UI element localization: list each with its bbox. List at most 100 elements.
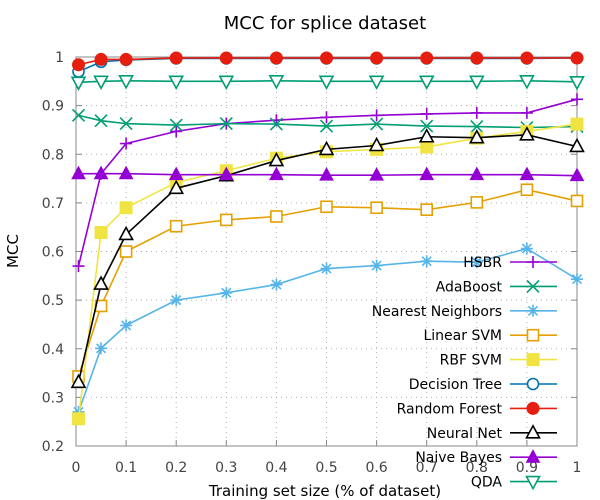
- legend-label: AdaBoost: [436, 279, 503, 295]
- data-point: [119, 117, 133, 131]
- data-point: [571, 93, 583, 106]
- data-point: [419, 166, 435, 181]
- x-tick-label: 0.2: [165, 460, 187, 476]
- data-point: [569, 75, 585, 91]
- data-point: [93, 275, 109, 290]
- series-nearest-neighbors: [72, 242, 583, 418]
- data-point: [420, 51, 434, 65]
- y-axis-title: MCC: [4, 234, 22, 268]
- data-point: [219, 51, 233, 65]
- data-point: [270, 278, 283, 291]
- legend-item-neural-net: Neural Net: [427, 424, 557, 442]
- y-tick-label: 0.8: [42, 147, 64, 163]
- data-point: [94, 114, 108, 128]
- data-point: [94, 52, 108, 66]
- data-point: [420, 203, 434, 216]
- legend: HSBR AdaBoost Nearest Neighbors Linear SVM R…: [372, 255, 557, 491]
- series-line: [77, 98, 578, 267]
- legend-marker: [527, 256, 539, 268]
- data-point: [72, 260, 85, 273]
- data-point: [118, 75, 134, 90]
- data-point: [218, 166, 234, 181]
- data-point: [571, 273, 583, 286]
- data-point: [320, 111, 333, 124]
- legend-item-linear-svm: Linear SVM: [423, 328, 557, 344]
- data-point: [118, 165, 134, 180]
- legend-item-adaboost: AdaBoost: [436, 279, 557, 295]
- legend-marker: [526, 328, 540, 342]
- data-point: [470, 106, 483, 119]
- data-point: [95, 342, 108, 355]
- x-tick-label: 1: [573, 460, 582, 476]
- y-tick-label: 0.6: [42, 245, 64, 261]
- data-point: [370, 117, 384, 131]
- data-point: [370, 109, 383, 122]
- data-point: [119, 201, 133, 215]
- legend-marker: [526, 279, 540, 293]
- data-point: [168, 75, 185, 90]
- series-qda: [70, 75, 585, 91]
- x-tick-label: 0.1: [115, 460, 137, 476]
- data-point: [93, 165, 109, 180]
- x-tick-label: 0.5: [315, 460, 337, 476]
- data-point: [72, 405, 85, 418]
- legend-item-qda: QDA: [471, 475, 557, 491]
- series-line: [77, 133, 578, 383]
- series-line: [77, 247, 578, 413]
- data-point: [168, 179, 185, 195]
- axes: 0.2 0.3 0.4 0.5 0.6 0.7 0.8 0.9 1 0 0.1 0.2 0.3 0.4 0.…: [42, 50, 582, 476]
- data-point: [469, 166, 485, 181]
- data-point: [519, 75, 535, 90]
- legend-label: RBF SVM: [440, 353, 502, 369]
- data-point: [470, 196, 484, 209]
- data-point: [120, 137, 133, 150]
- data-point: [220, 286, 233, 299]
- data-point: [520, 242, 533, 255]
- data-point: [71, 165, 86, 180]
- data-point: [219, 117, 233, 131]
- y-tick-label: 0.2: [42, 439, 64, 455]
- data-point: [418, 128, 435, 143]
- data-point: [93, 75, 109, 90]
- legend-marker: [526, 401, 540, 415]
- data-point: [320, 51, 333, 65]
- legend-marker: [526, 377, 540, 391]
- data-point: [319, 167, 334, 181]
- data-point: [268, 75, 285, 90]
- legend-marker: [525, 449, 541, 463]
- data-point: [70, 373, 87, 389]
- data-point: [118, 225, 134, 241]
- data-point: [520, 183, 534, 197]
- y-tick-label: 1: [55, 50, 64, 66]
- data-point: [268, 151, 285, 167]
- data-point: [418, 75, 435, 90]
- data-point: [468, 75, 485, 90]
- y-tick-label: 0.5: [42, 293, 64, 309]
- data-point: [369, 167, 384, 181]
- data-point: [170, 294, 183, 307]
- data-point: [468, 129, 485, 144]
- legend-item-random-forest: Random Forest: [397, 401, 557, 417]
- series-rbf-svm: [72, 117, 584, 426]
- series-neural-net: [70, 126, 585, 389]
- data-point: [519, 126, 535, 141]
- data-point: [420, 107, 433, 120]
- x-axis-title: Training set size (% of dataset): [208, 482, 441, 500]
- legend-label: QDA: [471, 475, 503, 491]
- data-point: [570, 194, 584, 208]
- data-point: [519, 166, 535, 181]
- x-tick-label: 0.7: [416, 460, 438, 476]
- y-tick-label: 0.4: [42, 342, 64, 358]
- data-point: [318, 75, 335, 90]
- series-line: [78, 114, 578, 129]
- data-point: [370, 259, 383, 272]
- x-tick-label: 0.3: [215, 460, 237, 476]
- legend-item-decision-tree: Decision Tree: [409, 377, 557, 393]
- data-point: [168, 166, 184, 181]
- data-point: [72, 58, 86, 72]
- data-point: [569, 137, 585, 153]
- x-tick-label: 0: [72, 460, 81, 476]
- y-tick-label: 0.9: [42, 99, 64, 115]
- data-point: [319, 119, 334, 133]
- data-point: [269, 166, 284, 181]
